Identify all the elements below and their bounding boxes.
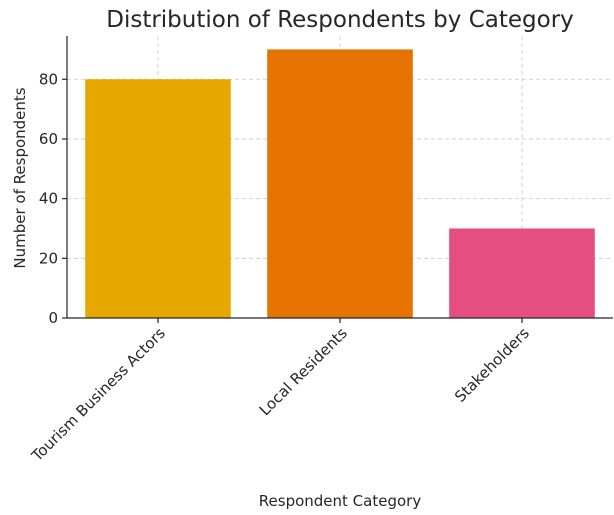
x-tick-label: Stakeholders bbox=[451, 324, 533, 406]
y-tick-label: 60 bbox=[39, 130, 58, 148]
x-tick-label: Local Residents bbox=[256, 324, 351, 419]
bars bbox=[85, 49, 595, 319]
y-tick-label: 0 bbox=[48, 309, 58, 327]
bar bbox=[449, 228, 595, 318]
bar bbox=[85, 79, 231, 319]
x-axis-label: Respondent Category bbox=[259, 492, 422, 510]
y-tick-label: 80 bbox=[39, 70, 58, 88]
y-tick-label: 40 bbox=[39, 190, 58, 208]
chart-title: Distribution of Respondents by Category bbox=[106, 7, 574, 33]
y-axis-label: Number of Respondents bbox=[11, 87, 29, 268]
bar bbox=[267, 49, 413, 319]
y-tick-label: 20 bbox=[39, 249, 58, 267]
x-tick-label: Tourism Business Actors bbox=[27, 324, 169, 466]
